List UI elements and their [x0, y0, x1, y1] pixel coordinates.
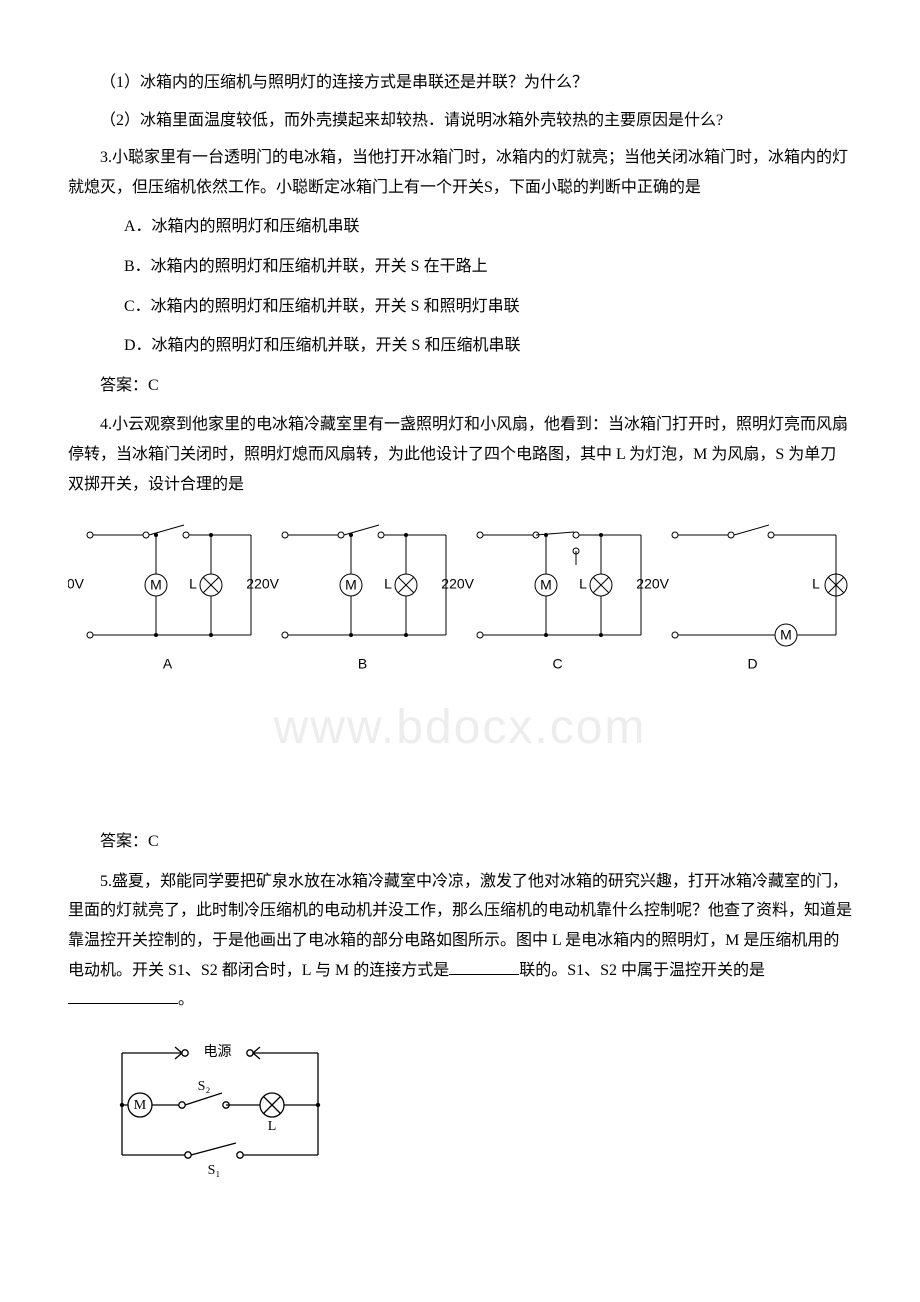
svg-text:220V: 220V	[441, 576, 474, 592]
q5-stem: 5.盛夏，郑能同学要把矿泉水放在冰箱冷藏室中冷凉，激发了他对冰箱的研究兴趣，打开…	[68, 867, 852, 1015]
svg-text:S₂: S₂	[198, 1079, 211, 1094]
svg-text:B: B	[358, 656, 367, 672]
svg-text:M: M	[540, 577, 552, 593]
svg-text:L: L	[189, 576, 197, 592]
q5-blank-2	[68, 988, 178, 1004]
svg-text:L: L	[384, 576, 392, 592]
q3-answer: 答案：C	[68, 371, 852, 401]
svg-text:S₁: S₁	[208, 1163, 221, 1178]
svg-text:220V: 220V	[636, 576, 669, 592]
svg-text:220V: 220V	[68, 576, 85, 592]
q1-sub1: （1）冰箱内的压缩机与照明灯的连接方式是串联还是并联？为什么？	[68, 68, 852, 98]
svg-text:L: L	[268, 1119, 277, 1134]
q3-option-c: C．冰箱内的照明灯和压缩机并联，开关 S 和照明灯串联	[92, 292, 852, 322]
svg-text:L: L	[812, 576, 820, 592]
q4-circuit-diagram: 220V M L A 220V M L B 220V M L C 220V L M D	[68, 517, 852, 677]
svg-text:M: M	[780, 627, 792, 643]
svg-text:M: M	[150, 577, 162, 593]
q3-option-b: B．冰箱内的照明灯和压缩机并联，开关 S 在干路上	[92, 252, 852, 282]
svg-text:M: M	[134, 1098, 147, 1113]
q3-option-a: A．冰箱内的照明灯和压缩机串联	[92, 212, 852, 242]
q4-stem: 4.小云观察到他家里的电冰箱冷藏室里有一盏照明灯和小风扇，他看到：当冰箱门打开时…	[68, 410, 852, 499]
q3-option-d: D．冰箱内的照明灯和压缩机并联，开关 S 和压缩机串联	[92, 331, 852, 361]
svg-text:M: M	[345, 577, 357, 593]
svg-text:电源: 电源	[204, 1044, 232, 1060]
svg-text:220V: 220V	[246, 576, 279, 592]
svg-text:D: D	[747, 656, 757, 672]
watermark: www.bdocx.com	[68, 684, 852, 773]
svg-text:A: A	[163, 656, 173, 672]
q3-stem: 3.小聪家里有一台透明门的电冰箱，当他打开冰箱门时，冰箱内的灯就亮；当他关闭冰箱…	[68, 143, 852, 202]
q5-circuit-diagram: 电源 S₁ M S₂ L	[100, 1033, 852, 1178]
svg-text:C: C	[552, 656, 562, 672]
q4-answer: 答案：C	[68, 827, 852, 857]
q5-stem-c: 。	[178, 991, 194, 1008]
q5-blank-1	[449, 959, 519, 975]
svg-text:L: L	[579, 576, 587, 592]
q5-stem-b: 联的。S1、S2 中属于温控开关的是	[519, 962, 765, 979]
q1-sub2: （2）冰箱里面温度较低，而外壳摸起来却较热．请说明冰箱外壳较热的主要原因是什么?	[68, 106, 852, 136]
